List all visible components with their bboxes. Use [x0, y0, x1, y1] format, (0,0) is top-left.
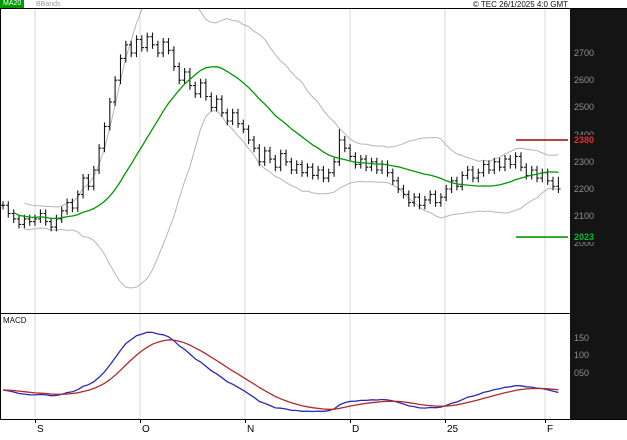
time-tick-label: S	[37, 424, 44, 435]
chart-top-border	[0, 8, 627, 9]
price-tick-label: 2700	[574, 48, 595, 58]
price-axis-strip: 2700260025002400230022002100200023802023…	[570, 9, 627, 419]
macd-signal-line	[2, 339, 559, 410]
time-tick-mark	[445, 420, 446, 423]
time-tick-mark	[350, 420, 351, 423]
time-tick-mark	[140, 420, 141, 423]
price-tick-label: 2200	[574, 184, 595, 194]
price-tick-label: 2000	[574, 238, 595, 248]
ma20-line	[13, 66, 559, 220]
macd-chart-canvas[interactable]	[0, 314, 570, 419]
ohlc-bars	[0, 32, 561, 232]
chart-bottom-border	[0, 419, 627, 420]
macd-tick-label: 150	[574, 333, 590, 343]
price-level-label: 2023	[574, 232, 599, 242]
price-tick-label: 2500	[574, 102, 595, 112]
copyright-text: © TEC 26/1/2025 4:0 GMT	[472, 0, 568, 9]
time-tick-mark	[35, 420, 36, 423]
price-tick-label: 2600	[574, 75, 595, 85]
macd-panel-label: MACD	[3, 316, 27, 325]
time-tick-label: N	[247, 424, 255, 435]
bbands-legend-label: BBands	[36, 1, 61, 8]
macd-tick-label: 100	[574, 350, 590, 360]
time-tick-label: O	[142, 424, 150, 435]
time-tick-label: F	[547, 424, 554, 435]
time-tick-mark	[545, 420, 546, 423]
time-tick-label: 25	[447, 424, 459, 435]
bollinger-upper-band	[24, 9, 559, 208]
macd-tick-label: 050	[574, 368, 590, 378]
chart-left-border	[0, 8, 1, 420]
bollinger-lower-band	[24, 110, 559, 289]
price-chart-canvas[interactable]	[0, 9, 570, 313]
time-tick-label: D	[352, 424, 360, 435]
price-level-label: 2380	[574, 135, 599, 145]
macd-line	[2, 331, 559, 413]
time-tick-mark	[245, 420, 246, 423]
price-tick-label: 2100	[574, 211, 595, 221]
price-tick-label: 2300	[574, 157, 595, 167]
ma20-legend-badge: MA20	[0, 0, 25, 8]
panel-separator-line	[0, 313, 570, 314]
time-axis: S O N D 25 F	[0, 420, 627, 440]
